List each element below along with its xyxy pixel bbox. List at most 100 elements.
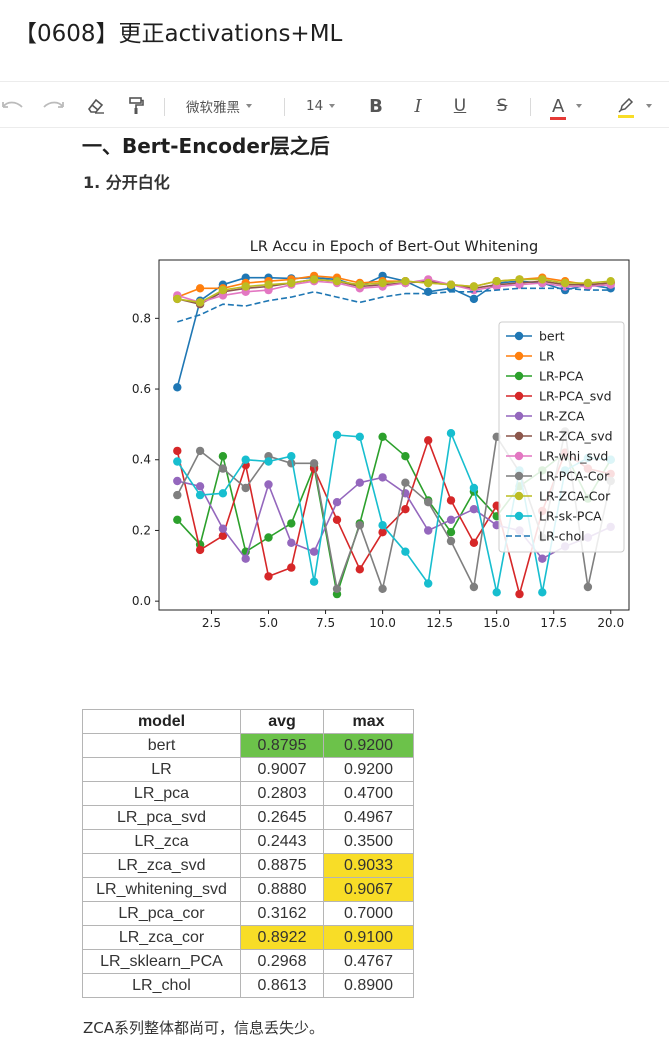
series-point: [515, 589, 524, 599]
series-line-10: [177, 287, 611, 323]
font-color-button[interactable]: A: [550, 86, 596, 126]
column-header-max[interactable]: max: [323, 709, 414, 734]
italic-icon: I: [414, 95, 422, 117]
bold-button[interactable]: B: [364, 86, 388, 126]
table-cell-model[interactable]: LR_pca_svd: [82, 805, 241, 830]
series-point: [173, 294, 182, 304]
table-cell-max[interactable]: 0.7000: [323, 901, 414, 926]
redo-button[interactable]: [40, 86, 66, 126]
font-size-value: 14: [306, 98, 324, 114]
series-point: [195, 446, 205, 456]
legend-label: LR-PCA-Cor: [539, 469, 610, 484]
format-painter-button[interactable]: [124, 86, 148, 126]
series-point: [287, 452, 296, 461]
eraser-icon: [86, 97, 106, 115]
series-point: [241, 455, 250, 464]
series-point: [469, 505, 479, 514]
footer-note[interactable]: ZCA系列整体都尚可，信息丢失少。: [83, 1019, 325, 1037]
series-point: [173, 476, 182, 486]
table-cell-avg[interactable]: 0.8875: [240, 853, 324, 878]
table-cell-max[interactable]: 0.4767: [323, 949, 414, 974]
series-point: [492, 277, 501, 286]
legend-label: LR-ZCA_svd: [539, 429, 613, 444]
y-tick-label: 0.8: [132, 311, 151, 325]
table-cell-avg[interactable]: 0.2803: [240, 781, 324, 806]
table-cell-avg[interactable]: 0.3162: [240, 901, 324, 926]
y-tick-label: 0.4: [132, 453, 151, 467]
toolbar-separator: [284, 98, 285, 116]
legend-marker: [514, 471, 524, 481]
table-cell-model[interactable]: LR_pca: [82, 781, 241, 806]
strikethrough-button[interactable]: S: [490, 86, 514, 126]
table-cell-avg[interactable]: 0.2443: [240, 829, 324, 854]
series-point: [355, 565, 364, 574]
series-point: [424, 498, 433, 507]
series-point: [378, 473, 387, 482]
x-tick-label: 12.5: [426, 616, 453, 630]
series-point: [446, 280, 456, 289]
format-toolbar: 微软雅黑 14 B I U S A: [0, 86, 669, 126]
table-cell-max[interactable]: 0.3500: [323, 829, 414, 854]
table-cell-avg[interactable]: 0.8795: [240, 733, 324, 758]
table-cell-model[interactable]: LR: [82, 757, 241, 782]
series-point: [424, 526, 433, 535]
highlight-swatch: [618, 115, 634, 118]
table-cell-model[interactable]: LR_whitening_svd: [82, 877, 241, 902]
table-cell-model[interactable]: LR_zca: [82, 829, 241, 854]
table-cell-model[interactable]: LR_zca_cor: [82, 925, 241, 950]
italic-button[interactable]: I: [406, 86, 430, 126]
table-cell-max[interactable]: 0.9100: [323, 925, 414, 950]
table-cell-max[interactable]: 0.9200: [323, 757, 414, 782]
series-point: [173, 383, 182, 392]
table-cell-max[interactable]: 0.4700: [323, 781, 414, 806]
undo-button[interactable]: [0, 86, 26, 126]
font-family-select[interactable]: 微软雅黑: [186, 86, 266, 126]
underline-button[interactable]: U: [448, 86, 472, 126]
table-cell-avg[interactable]: 0.2645: [240, 805, 324, 830]
series-point: [173, 515, 182, 524]
heading-2[interactable]: 1. 分开白化: [83, 173, 170, 192]
table-row: LR_chol 0.8613 0.8900: [82, 973, 414, 998]
document-title[interactable]: 【0608】更正activations+ML: [14, 21, 343, 47]
series-point: [195, 482, 205, 491]
column-header-avg[interactable]: avg: [240, 709, 324, 734]
table-cell-model[interactable]: bert: [82, 733, 241, 758]
table-cell-model[interactable]: LR_chol: [82, 973, 241, 998]
legend-label: LR-sk-PCA: [539, 509, 602, 524]
series-point: [264, 457, 273, 466]
y-tick-label: 0.0: [132, 594, 151, 608]
clear-format-button[interactable]: [84, 86, 108, 126]
series-point: [218, 531, 228, 540]
table-cell-model[interactable]: LR_sklearn_PCA: [82, 949, 241, 974]
table-cell-model[interactable]: LR_zca_svd: [82, 853, 241, 878]
series-point: [424, 436, 433, 445]
font-size-select[interactable]: 14: [306, 86, 346, 126]
table-cell-model[interactable]: LR_pca_cor: [82, 901, 241, 926]
series-point: [309, 459, 319, 468]
highlight-button[interactable]: [618, 86, 662, 126]
table-cell-max[interactable]: 0.9067: [323, 877, 414, 902]
table-cell-avg[interactable]: 0.8880: [240, 877, 324, 902]
series-point: [355, 432, 364, 441]
table-cell-max[interactable]: 0.9033: [323, 853, 414, 878]
series-point: [424, 579, 433, 588]
table-cell-avg[interactable]: 0.8613: [240, 973, 324, 998]
table-cell-max[interactable]: 0.8900: [323, 973, 414, 998]
series-point: [583, 278, 593, 288]
series-point: [424, 287, 433, 296]
table-cell-avg[interactable]: 0.8922: [240, 925, 324, 950]
table-cell-max[interactable]: 0.4967: [323, 805, 414, 830]
table-cell-avg[interactable]: 0.2968: [240, 949, 324, 974]
series-point: [173, 490, 182, 500]
series-point: [195, 298, 205, 307]
legend-label: LR: [539, 349, 555, 364]
table-cell-max[interactable]: 0.9200: [323, 733, 414, 758]
series-point: [446, 536, 456, 546]
table-cell-avg[interactable]: 0.9007: [240, 757, 324, 782]
series-point: [287, 538, 296, 547]
series-point: [401, 547, 410, 556]
heading-1[interactable]: 一、Bert-Encoder层之后: [82, 134, 330, 158]
series-point: [218, 489, 228, 498]
series-point: [264, 480, 273, 489]
column-header-model[interactable]: model: [82, 709, 241, 734]
